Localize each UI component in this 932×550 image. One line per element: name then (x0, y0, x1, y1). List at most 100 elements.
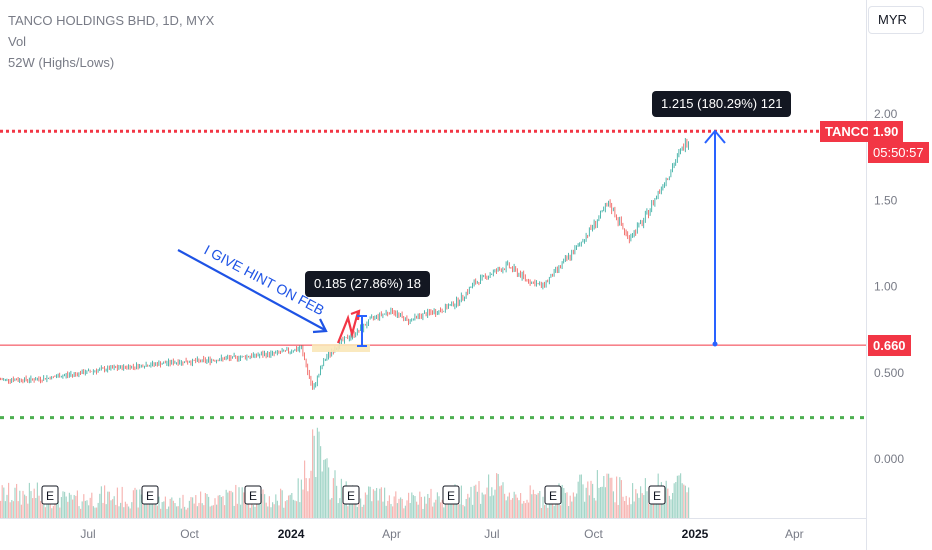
volume-bar (563, 488, 565, 518)
volume-bar (544, 505, 546, 518)
volume-bar (491, 487, 493, 518)
volume-bar (635, 489, 637, 518)
volume-bar (446, 493, 448, 518)
countdown-tag: 05:50:57 (868, 142, 929, 163)
volume-bar (377, 500, 379, 518)
earnings-marker-label: E (46, 489, 54, 503)
volume-bar (532, 489, 534, 518)
volume-bar (262, 489, 264, 518)
volume-bar (254, 506, 256, 518)
volume-bar (54, 492, 56, 518)
volume-bar (232, 492, 234, 518)
volume-bar (536, 494, 538, 518)
volume-bar (284, 501, 286, 518)
volume-bar (129, 508, 131, 518)
volume-bar (11, 499, 13, 518)
volume-bar (84, 500, 86, 518)
volume-bar (636, 493, 638, 518)
volume-bar (212, 505, 214, 518)
currency-button[interactable]: MYR (868, 6, 924, 34)
volume-bar (65, 496, 67, 518)
volume-bar (580, 474, 582, 518)
earnings-marker-label: E (549, 489, 557, 503)
volume-bar (361, 506, 363, 518)
volume-bar (556, 494, 558, 518)
volume-bar (222, 496, 224, 518)
volume-bar (310, 470, 312, 518)
volume-bar (547, 507, 549, 518)
volume-bar (408, 492, 410, 518)
volume-bar (422, 508, 424, 518)
volume-bar (492, 495, 494, 518)
volume-bar (476, 491, 478, 518)
volume-bar (452, 503, 454, 518)
volume-bar (396, 503, 398, 518)
volume-bar (259, 492, 261, 518)
earnings-marker[interactable] (244, 485, 262, 505)
volume-bars (0, 427, 690, 518)
earnings-marker[interactable] (141, 485, 159, 505)
volume-bar (132, 490, 134, 518)
volume-bar (318, 431, 320, 518)
volume-bar (316, 427, 318, 518)
volume-bar (401, 498, 403, 518)
volume-bar (204, 492, 206, 518)
volume-bar (35, 498, 37, 518)
long-measure-label: 1.215 (180.29%) 121 (652, 91, 792, 117)
volume-bar (510, 499, 512, 518)
volume-bar (230, 490, 232, 518)
earnings-marker[interactable] (648, 485, 666, 505)
volume-bar (646, 491, 648, 518)
volume-bar (200, 491, 202, 518)
volume-bar (588, 495, 590, 518)
volume-bar (668, 495, 670, 518)
time-tick-label: Oct (180, 527, 199, 541)
volume-bar (241, 487, 243, 518)
volume-bar (664, 501, 666, 518)
earnings-marker[interactable] (342, 485, 360, 505)
price-tick-label: 2.00 (874, 107, 898, 121)
volume-bar (179, 497, 181, 518)
volume-bar (28, 482, 30, 518)
volume-bar (548, 499, 550, 518)
earnings-marker[interactable] (544, 485, 562, 505)
volume-bar (25, 496, 27, 518)
volume-bar (451, 503, 453, 518)
volume-bar (529, 485, 531, 518)
volume-bar (364, 492, 366, 518)
volume-bar (643, 495, 645, 518)
volume-bar (97, 502, 99, 518)
volume-bar (507, 496, 509, 518)
volume-bar (1, 485, 3, 518)
volume-bar (411, 492, 413, 518)
volume-bar (240, 504, 242, 518)
volume-bar (48, 496, 50, 518)
volume-bar (574, 496, 576, 518)
volume-bar (185, 509, 187, 518)
volume-bar (328, 467, 330, 518)
volume-indicator-label[interactable]: Vol (8, 34, 27, 49)
time-tick-label: Jul (484, 527, 499, 541)
earnings-marker[interactable] (41, 485, 59, 505)
volume-bar (400, 497, 402, 518)
volume-bar (632, 483, 634, 518)
price-tick-label: 0.500 (874, 366, 904, 380)
volume-bar (465, 498, 467, 518)
volume-bar (225, 489, 227, 518)
earnings-marker[interactable] (442, 485, 460, 505)
volume-bar (497, 474, 499, 518)
symbol-title[interactable]: TANCO HOLDINGS BHD, 1D, MYX (8, 13, 215, 28)
volume-bar (120, 502, 122, 518)
volume-bar (504, 493, 506, 518)
volume-bar (171, 497, 173, 518)
volume-bar (336, 485, 338, 518)
volume-bar (12, 501, 14, 518)
highs-lows-indicator-label[interactable]: 52W (Highs/Lows) (8, 55, 115, 70)
price-series (0, 138, 689, 390)
volume-bar (94, 507, 96, 518)
volume-bar (478, 481, 480, 518)
volume-bar (60, 497, 62, 518)
red-zigzag-arrow (336, 311, 360, 344)
volume-bar (633, 501, 635, 518)
